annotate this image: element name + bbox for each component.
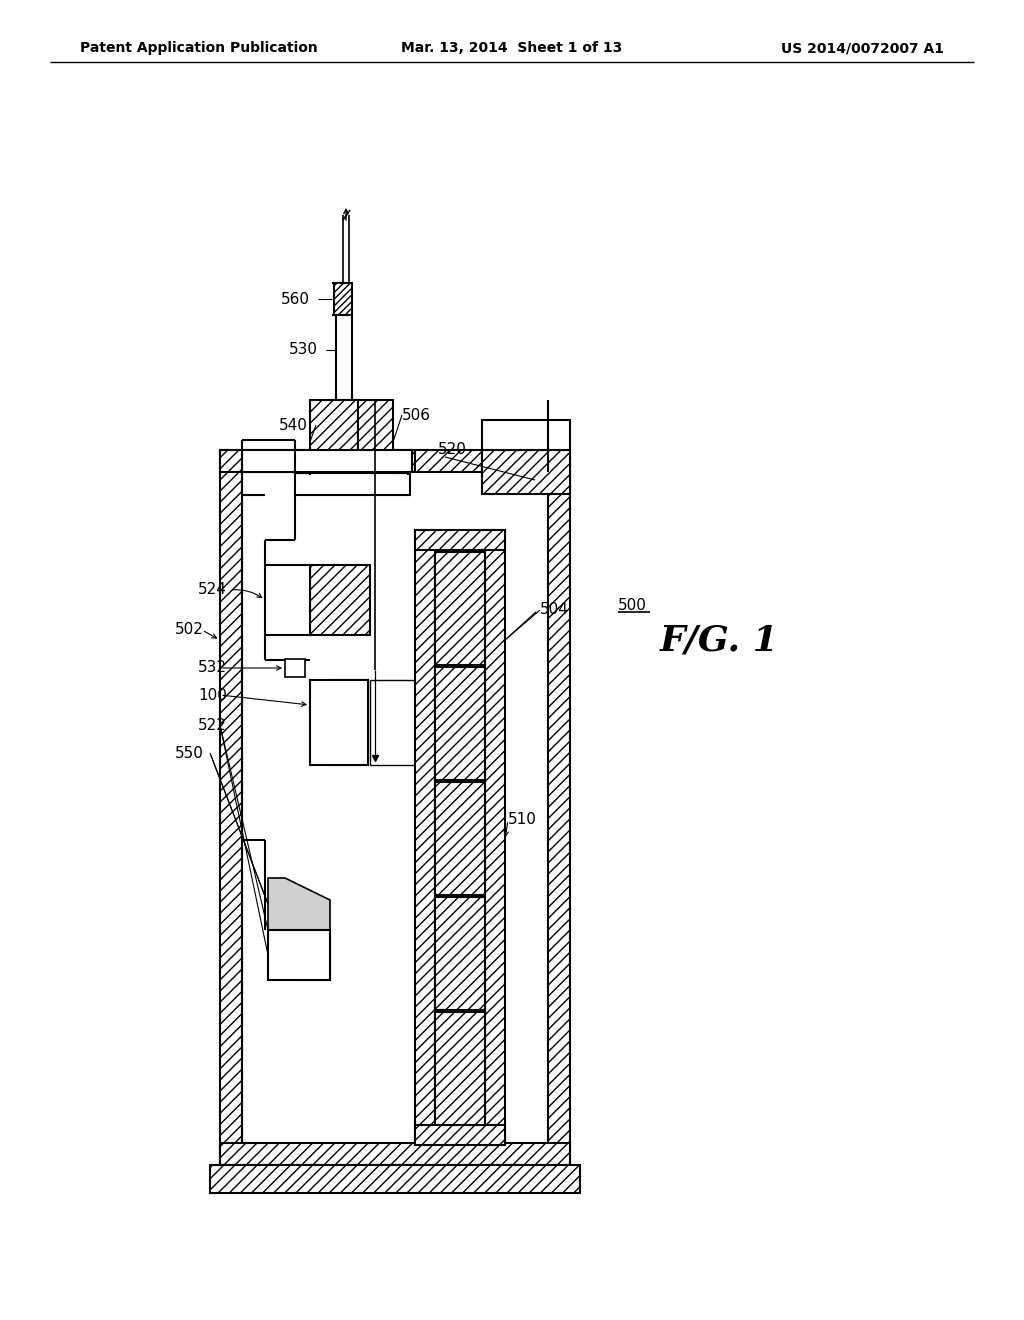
Text: 510: 510 xyxy=(508,813,537,828)
Bar xyxy=(220,1143,570,1166)
Bar xyxy=(485,531,505,1144)
Text: 530: 530 xyxy=(289,342,318,358)
Bar xyxy=(435,898,485,1010)
Bar xyxy=(482,450,570,494)
Text: US 2014/0072007 A1: US 2014/0072007 A1 xyxy=(781,41,944,55)
Text: 522: 522 xyxy=(198,718,227,733)
Bar xyxy=(300,931,330,979)
Bar xyxy=(220,450,482,473)
Bar xyxy=(415,1125,505,1144)
Text: 532: 532 xyxy=(198,660,227,676)
Bar xyxy=(435,667,485,780)
Text: Patent Application Publication: Patent Application Publication xyxy=(80,41,317,55)
Bar xyxy=(548,450,570,1166)
Bar xyxy=(210,1166,580,1193)
Text: 520: 520 xyxy=(438,442,467,458)
Bar xyxy=(265,565,310,635)
Bar xyxy=(334,282,352,315)
Text: 550: 550 xyxy=(175,746,204,760)
Text: 100: 100 xyxy=(198,688,227,702)
Text: 500: 500 xyxy=(618,598,647,612)
Bar xyxy=(435,552,485,665)
Bar xyxy=(358,400,393,475)
Bar xyxy=(220,450,242,1166)
Bar xyxy=(295,473,410,495)
Bar xyxy=(268,931,330,979)
Text: 540: 540 xyxy=(280,417,308,433)
Bar xyxy=(415,531,505,550)
Bar xyxy=(310,400,358,475)
Bar xyxy=(285,659,305,677)
Bar xyxy=(242,450,412,473)
Bar xyxy=(310,680,368,766)
Bar xyxy=(415,531,435,1144)
Text: 502: 502 xyxy=(175,623,204,638)
Text: 560: 560 xyxy=(281,292,310,306)
Text: F/G. 1: F/G. 1 xyxy=(660,623,779,657)
Text: Mar. 13, 2014  Sheet 1 of 13: Mar. 13, 2014 Sheet 1 of 13 xyxy=(401,41,623,55)
Text: 504: 504 xyxy=(540,602,569,618)
Bar xyxy=(435,1012,485,1125)
Text: 524: 524 xyxy=(198,582,227,598)
Text: 506: 506 xyxy=(402,408,431,422)
Bar xyxy=(310,565,370,635)
Bar xyxy=(330,680,368,766)
Bar xyxy=(435,781,485,895)
Bar xyxy=(482,420,570,450)
Polygon shape xyxy=(268,878,330,931)
